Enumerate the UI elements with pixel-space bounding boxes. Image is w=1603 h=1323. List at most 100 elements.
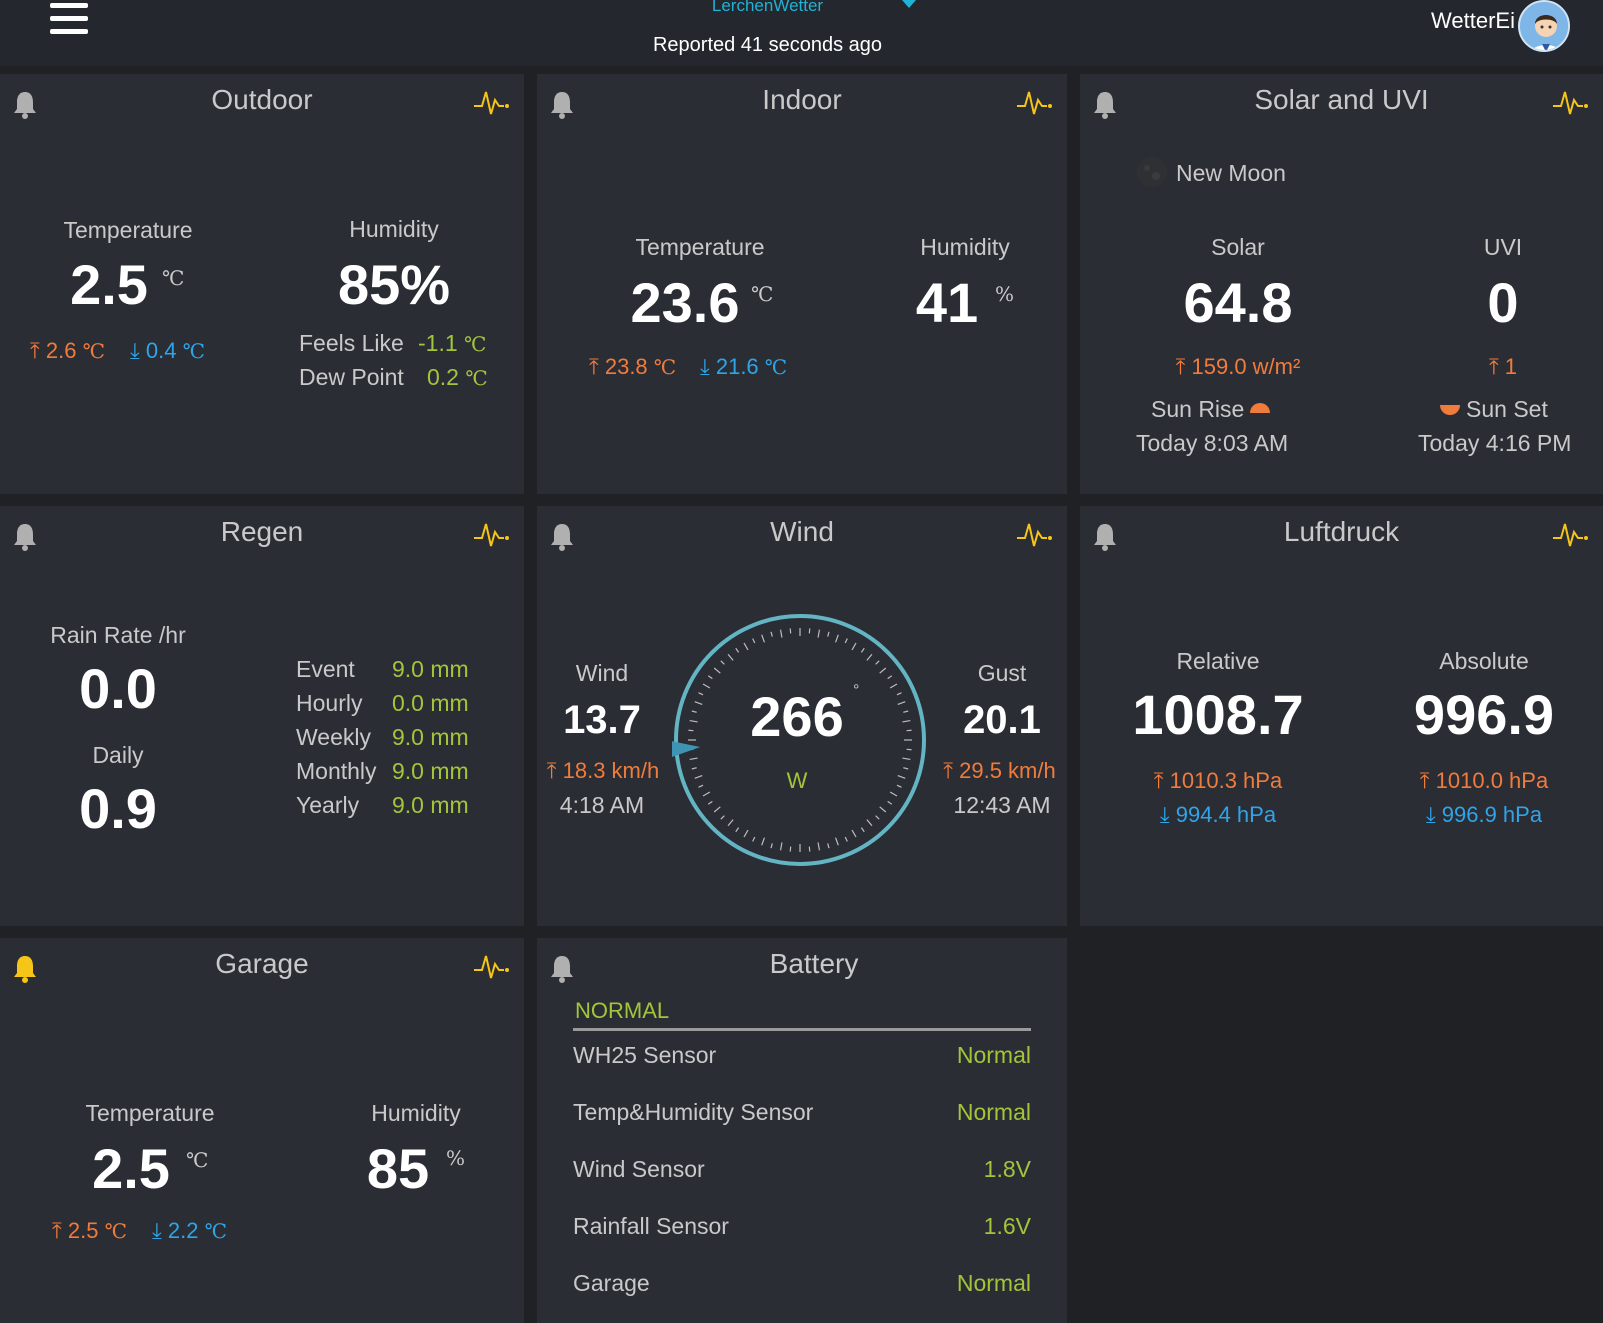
compass-tick — [707, 675, 713, 680]
bell-icon[interactable] — [12, 954, 38, 984]
bell-icon[interactable] — [549, 954, 575, 984]
humidity-value: 85 — [366, 1137, 430, 1200]
pulse-icon[interactable] — [474, 88, 510, 118]
pulse-icon[interactable] — [1553, 520, 1589, 550]
temperature-value: 2.5 — [92, 1137, 170, 1200]
daily-label: Daily — [92, 742, 144, 768]
sunrise-time: Today 8:03 AM — [1136, 430, 1289, 456]
yearly-label: Yearly — [296, 792, 360, 818]
solar-uvi-panel: Solar and UVI New Moon Solar 64.8 ⤒ 159.… — [1080, 74, 1603, 494]
bell-icon[interactable] — [12, 522, 38, 552]
wind-direction-label: W — [786, 768, 808, 793]
wind-label: Wind — [575, 660, 629, 686]
panel-title: Battery — [769, 948, 859, 979]
hamburger-menu-icon[interactable] — [50, 3, 88, 37]
user-avatar[interactable] — [1518, 0, 1570, 52]
daily-value: 0.9 — [79, 777, 157, 840]
compass-tick — [720, 815, 725, 820]
compass-tick — [707, 800, 713, 805]
compass-tick — [875, 815, 880, 820]
temperature-label: Temperature — [85, 1100, 215, 1126]
temperature-unit: ℃ — [186, 1148, 209, 1172]
garage-panel: Garage Temperature 2.5 ℃ ⤒ 2.5 ℃ ⤓ 2.2 ℃… — [0, 938, 524, 1323]
compass-tick — [827, 631, 830, 637]
battery-row-label: Garage — [573, 1270, 650, 1296]
solar-label: Solar — [1211, 234, 1265, 260]
battery-row-label: WH25 Sensor — [573, 1042, 717, 1068]
relative-value: 1008.7 — [1132, 683, 1304, 746]
bell-icon[interactable] — [549, 522, 575, 552]
weekly-label: Weekly — [296, 724, 371, 750]
compass-tick — [851, 829, 857, 838]
humidity-value: 41 — [915, 271, 979, 334]
compass-tick — [770, 843, 773, 849]
battery-row-value: Normal — [956, 1099, 1031, 1125]
dropdown-caret-icon[interactable] — [902, 0, 916, 8]
compass-tick — [903, 710, 909, 713]
panel-title: Garage — [215, 948, 309, 979]
battery-row: Temp&Humidity Sensor Normal — [573, 1099, 1031, 1126]
compass-tick — [713, 667, 721, 674]
sunset-icon — [1440, 405, 1460, 415]
rain-panel: Regen Rain Rate /hr 0.0 Daily 0.9 Event … — [0, 506, 524, 926]
compass-tick — [827, 843, 830, 849]
compass-tick — [698, 692, 704, 696]
feels-like-label: Feels Like — [299, 330, 404, 356]
humidity-value: 85% — [337, 253, 451, 316]
compass-tick — [779, 629, 783, 638]
compass-tick — [889, 791, 898, 797]
compass-tick — [866, 653, 873, 661]
compass-tick — [770, 631, 773, 637]
battery-row: Wind Sensor 1.8V — [573, 1156, 1031, 1183]
temperature-value: 23.6 — [630, 271, 740, 334]
humidity-label: Humidity — [371, 1100, 461, 1126]
pulse-icon[interactable] — [1017, 520, 1053, 550]
uvi-high: ⤒ 1 — [1488, 354, 1518, 379]
compass-tick — [844, 638, 848, 644]
battery-row-value: 1.8V — [983, 1156, 1031, 1182]
bell-icon[interactable] — [549, 90, 575, 120]
user-name[interactable]: WetterEi — [1431, 8, 1515, 33]
compass-tick — [735, 827, 740, 833]
pulse-icon[interactable] — [474, 520, 510, 550]
sunset-time: Today 4:16 PM — [1418, 430, 1572, 456]
sunset-label: Sun Set — [1466, 396, 1548, 422]
compass-tick — [902, 719, 911, 723]
compass-tick — [702, 791, 711, 797]
feels-like-value: -1.1 ℃ — [418, 330, 487, 356]
gust-label: Gust — [977, 660, 1027, 686]
humidity-unit: % — [995, 282, 1015, 306]
gust-value: 20.1 — [963, 698, 1041, 742]
bell-icon[interactable] — [12, 90, 38, 120]
temperature-label: Temperature — [63, 217, 193, 243]
compass-tick — [879, 806, 887, 813]
compass-tick — [835, 837, 839, 846]
battery-panel: Battery NORMAL WH25 Sensor Normal Temp&Hu… — [537, 938, 1067, 1323]
station-name[interactable]: LerchenWetter — [711, 0, 824, 15]
compass-tick — [860, 647, 865, 653]
temperature-unit: ℃ — [162, 266, 185, 290]
compass-tick — [689, 757, 698, 761]
monthly-value: 9.0 mm — [392, 758, 469, 784]
compass-tick — [903, 767, 909, 770]
absolute-low: ⤓ 996.9 hPa — [1425, 802, 1543, 827]
compass-tick — [896, 784, 902, 788]
wind-direction-value: 266 — [750, 685, 844, 748]
yearly-value: 9.0 mm — [392, 792, 469, 818]
pulse-icon[interactable] — [1017, 88, 1053, 118]
battery-status-tab[interactable]: NORMAL — [575, 998, 670, 1023]
relative-label: Relative — [1176, 648, 1260, 674]
uvi-value: 0 — [1487, 271, 1519, 334]
wind-direction-arrow-icon — [672, 739, 701, 760]
pressure-panel: Luftdruck Relative 1008.7 ⤒ 1010.3 hPa ⤓… — [1080, 506, 1603, 926]
solar-high: ⤒ 159.0 w/m² — [1175, 354, 1301, 379]
wind-time: 4:18 AM — [559, 792, 645, 818]
pulse-icon[interactable] — [474, 952, 510, 982]
compass-tick — [694, 775, 703, 779]
compass-tick — [779, 842, 783, 851]
bell-icon[interactable] — [1092, 90, 1118, 120]
pulse-icon[interactable] — [1553, 88, 1589, 118]
bell-icon[interactable] — [1092, 522, 1118, 552]
absolute-high: ⤒ 1010.0 hPa — [1419, 768, 1549, 793]
wind-direction-unit: ° — [853, 682, 860, 699]
